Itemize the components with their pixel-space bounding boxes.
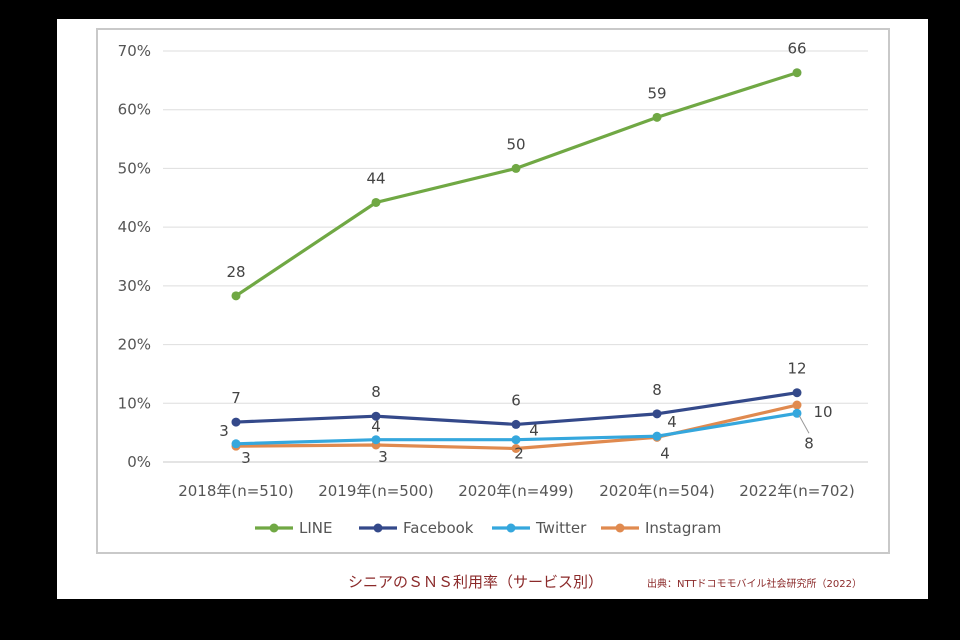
x-tick-label: 2020年(n=499) <box>458 482 574 500</box>
data-point-twitter <box>231 439 241 449</box>
leader-line <box>798 415 810 434</box>
data-point-line <box>371 197 381 207</box>
data-label-facebook: 6 <box>511 391 521 409</box>
legend-marker-line <box>269 523 279 533</box>
legend-label-instagram: Instagram <box>645 519 721 537</box>
y-tick-label: 30% <box>118 277 151 295</box>
data-label-twitter: 4 <box>667 413 677 431</box>
data-label-line: 59 <box>647 84 666 102</box>
legend-label-facebook: Facebook <box>403 519 474 537</box>
data-label-instagram: 3 <box>378 448 388 466</box>
y-tick-label: 0% <box>127 453 151 471</box>
y-tick-label: 10% <box>118 394 151 412</box>
data-point-line <box>511 163 521 173</box>
data-label-instagram: 4 <box>660 444 670 462</box>
legend-marker-twitter <box>506 523 516 533</box>
y-tick-label: 20% <box>118 336 151 354</box>
data-label-twitter: 3 <box>219 422 229 440</box>
data-label-line: 44 <box>366 169 385 187</box>
data-point-instagram <box>792 400 802 410</box>
data-point-twitter <box>371 435 381 445</box>
x-tick-label: 2022年(n=702) <box>739 482 855 500</box>
data-label-facebook: 8 <box>652 381 662 399</box>
data-label-line: 50 <box>506 135 525 153</box>
data-label-instagram: 10 <box>813 403 832 421</box>
data-label-instagram: 2 <box>514 444 524 462</box>
y-tick-label: 70% <box>118 42 151 60</box>
data-point-twitter <box>511 435 521 445</box>
data-point-line <box>652 112 662 122</box>
data-point-instagram <box>511 443 521 453</box>
data-point-facebook <box>652 409 662 419</box>
data-label-facebook: 12 <box>787 360 806 378</box>
legend-marker-facebook <box>373 523 383 533</box>
data-label-line: 28 <box>226 263 245 281</box>
data-label-twitter: 8 <box>804 434 814 452</box>
x-tick-label: 2019年(n=500) <box>318 482 434 500</box>
data-point-facebook <box>231 417 241 427</box>
x-tick-label: 2018年(n=510) <box>178 482 294 500</box>
data-point-line <box>231 291 241 301</box>
y-tick-label: 40% <box>118 218 151 236</box>
legend-label-line: LINE <box>299 519 332 537</box>
data-label-instagram: 3 <box>241 449 251 467</box>
x-tick-label: 2020年(n=504) <box>599 482 715 500</box>
legend-marker-instagram <box>615 523 625 533</box>
data-point-facebook <box>792 388 802 398</box>
chart-frame: 0% 10% 20% 30% 40% 50% 60% 70% 2018年(n=510) 2019年… <box>96 28 890 554</box>
data-label-twitter: 4 <box>371 418 381 436</box>
data-label-line: 66 <box>787 40 806 58</box>
data-point-twitter <box>652 431 662 441</box>
data-point-facebook <box>511 419 521 429</box>
chart-caption: シニアのＳＮＳ利用率（サービス別） <box>348 573 604 591</box>
chart-canvas: 0% 10% 20% 30% 40% 50% 60% 70% 2018年(n=510) 2019年… <box>57 19 928 599</box>
y-tick-label: 60% <box>118 101 151 119</box>
data-point-line <box>792 68 802 78</box>
data-label-facebook: 8 <box>371 383 381 401</box>
legend-label-twitter: Twitter <box>535 519 587 537</box>
y-tick-label: 50% <box>118 159 151 177</box>
series-line-line <box>235 71 798 298</box>
data-label-facebook: 7 <box>231 389 241 407</box>
data-label-twitter: 4 <box>529 422 539 440</box>
source-credit: 出典：NTTドコモモバイル社会研究所（2022） <box>647 579 862 590</box>
data-point-facebook <box>371 411 381 421</box>
line-chart: 0% 10% 20% 30% 40% 50% 60% 70% 2018年(n=510) 2019年… <box>118 40 868 537</box>
